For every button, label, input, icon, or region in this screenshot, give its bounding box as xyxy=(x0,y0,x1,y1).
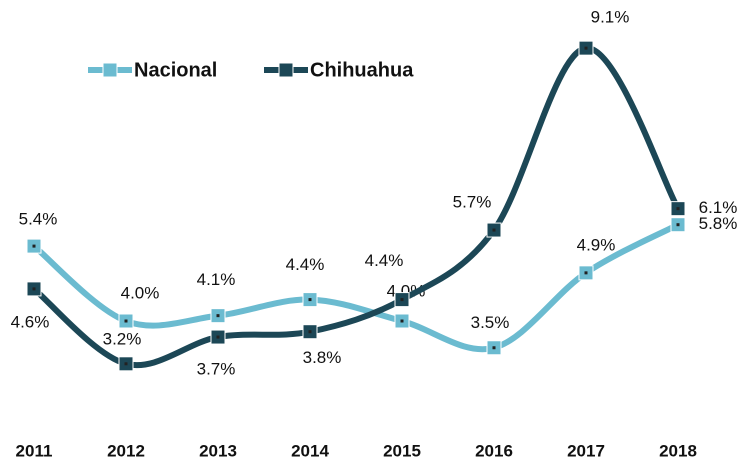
x-tick-label: 2018 xyxy=(659,441,697,460)
marker-dot xyxy=(32,287,36,291)
data-label: 4.4% xyxy=(365,251,404,270)
x-tick-label: 2014 xyxy=(291,441,329,460)
marker-dot xyxy=(676,207,680,211)
data-label: 4.1% xyxy=(197,270,236,289)
marker-dot xyxy=(308,330,312,334)
marker-dot xyxy=(124,319,128,323)
legend-marker xyxy=(278,62,294,78)
legend-label: Chihuahua xyxy=(310,59,414,81)
legend-label: Nacional xyxy=(134,59,217,81)
data-label: 3.7% xyxy=(197,360,236,379)
marker-dot xyxy=(32,244,36,248)
marker-dot xyxy=(216,335,220,339)
x-tick-label: 2013 xyxy=(199,441,237,460)
x-tick-label: 2017 xyxy=(567,441,605,460)
marker-dot xyxy=(308,298,312,302)
data-label: 4.6% xyxy=(11,312,50,331)
marker-dot xyxy=(676,223,680,227)
data-label: 4.9% xyxy=(577,235,616,254)
data-label: 5.7% xyxy=(453,193,492,212)
data-label: 3.5% xyxy=(471,313,510,332)
data-label: 3.2% xyxy=(103,329,142,348)
marker-dot xyxy=(492,228,496,232)
data-label: 9.1% xyxy=(591,8,630,27)
data-label: 4.0% xyxy=(121,283,160,302)
marker-dot xyxy=(584,46,588,50)
data-label: 5.8% xyxy=(699,214,738,233)
legend-marker xyxy=(102,62,118,78)
marker-dot xyxy=(492,346,496,350)
x-tick-label: 2015 xyxy=(383,441,421,460)
marker-dot xyxy=(216,314,220,318)
data-label: 3.8% xyxy=(303,348,342,367)
marker-dot xyxy=(584,271,588,275)
marker-dot xyxy=(400,319,404,323)
x-tick-label: 2016 xyxy=(475,441,513,460)
x-tick-label: 2012 xyxy=(107,441,145,460)
data-label: 5.4% xyxy=(19,210,58,229)
x-tick-label: 2011 xyxy=(16,441,53,460)
marker-dot xyxy=(124,362,128,366)
data-label: 4.4% xyxy=(286,255,325,274)
marker-dot xyxy=(400,298,404,302)
data-label: 6.1% xyxy=(699,198,738,217)
